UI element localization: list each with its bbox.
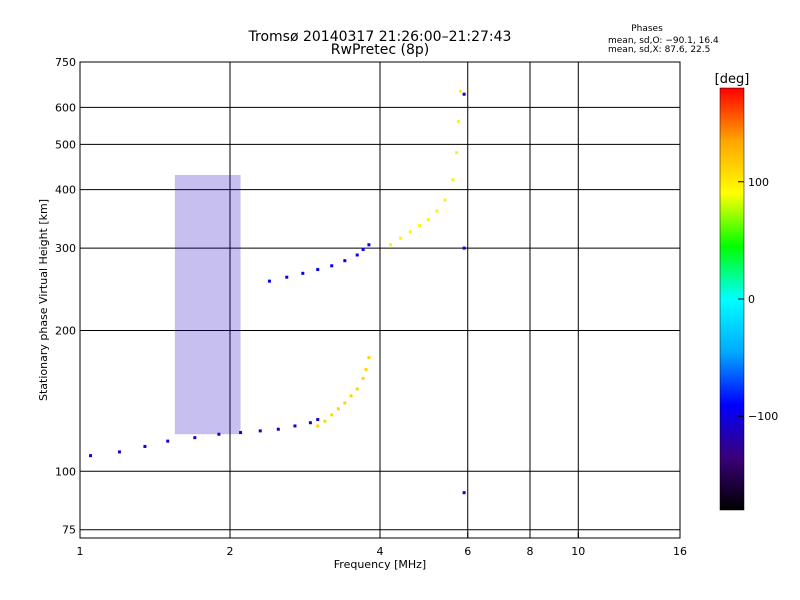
data-point (408, 230, 412, 234)
data-point (217, 432, 221, 436)
y-tick-label: 500 (55, 138, 76, 151)
x-axis-label: Frequency [MHz] (334, 558, 426, 571)
chart-title: Tromsø 20140317 21:26:00–21:27:43 (248, 29, 512, 45)
data-point (367, 243, 371, 247)
x-tick-label: 4 (377, 545, 384, 558)
colorbar-ticks: 100 0 −100 (738, 176, 778, 423)
data-point (293, 424, 297, 428)
y-tick-label: 200 (55, 324, 76, 337)
y-tick-label: 75 (62, 524, 76, 537)
data-point (349, 394, 353, 398)
data-point (143, 444, 147, 448)
y-tick-label: 600 (55, 101, 76, 114)
x-tick-label: 1 (77, 545, 84, 558)
data-point (399, 236, 403, 240)
data-point (364, 368, 368, 372)
data-point (458, 89, 462, 93)
chart-subtitle: RwPretec (8p) (331, 42, 429, 58)
x-tick-label: 8 (527, 545, 534, 558)
data-point (451, 178, 455, 182)
data-point (258, 429, 262, 433)
colorbar-tick-label: 100 (748, 176, 769, 189)
x-tick-label: 16 (673, 545, 687, 558)
data-point (462, 246, 466, 250)
data-point (457, 119, 461, 123)
grid-lines (80, 62, 680, 538)
data-point (417, 224, 421, 228)
y-axis-label: Stationary phase Virtual Height [km] (37, 199, 50, 401)
stats-line-x: mean, sd,X: 87.6, 22.5 (608, 45, 710, 55)
x-tick-label: 6 (464, 545, 471, 558)
spread-region (174, 174, 241, 435)
data-point (367, 356, 371, 360)
y-axis-ticks: 75 100 200 300 400 500 600 750 (55, 56, 76, 537)
data-point (462, 491, 466, 495)
stats-line-o: mean, sd,O: −90.1, 16.4 (608, 36, 719, 46)
data-point (361, 247, 365, 251)
data-point (89, 454, 93, 458)
y-tick-label: 750 (55, 56, 76, 69)
y-tick-label: 400 (55, 184, 76, 197)
stats-heading: Phases (631, 24, 663, 34)
data-point (343, 259, 347, 263)
data-point (239, 431, 243, 435)
data-point (285, 275, 289, 279)
data-point (462, 92, 466, 96)
data-point (276, 427, 280, 431)
data-point (330, 413, 334, 417)
data-point (426, 218, 430, 222)
data-point (323, 419, 327, 423)
data-point (435, 209, 439, 213)
data-point (308, 421, 312, 425)
data-point (117, 450, 121, 454)
colorbar-tick-label: −100 (748, 410, 778, 423)
data-point (443, 198, 447, 202)
data-point (316, 268, 320, 272)
data-point (330, 264, 334, 268)
data-point (343, 401, 347, 405)
y-tick-label: 300 (55, 242, 76, 255)
data-point (301, 271, 305, 275)
data-point (193, 436, 197, 440)
data-point (316, 418, 320, 422)
data-point (361, 376, 365, 380)
data-point (389, 243, 393, 247)
x-axis-ticks: 1 2 4 6 8 10 16 (77, 532, 687, 558)
data-point (166, 439, 170, 443)
data-points (89, 89, 466, 495)
y-tick-label: 100 (55, 465, 76, 478)
colorbar-tick-label: 0 (748, 293, 755, 306)
data-point (355, 253, 359, 257)
data-point (336, 407, 340, 411)
colorbar-label: [deg] (715, 72, 750, 87)
x-tick-label: 2 (227, 545, 234, 558)
data-point (355, 387, 359, 391)
x-tick-label: 10 (571, 545, 585, 558)
data-point (316, 424, 320, 428)
data-point (455, 151, 459, 155)
data-point (267, 279, 271, 283)
